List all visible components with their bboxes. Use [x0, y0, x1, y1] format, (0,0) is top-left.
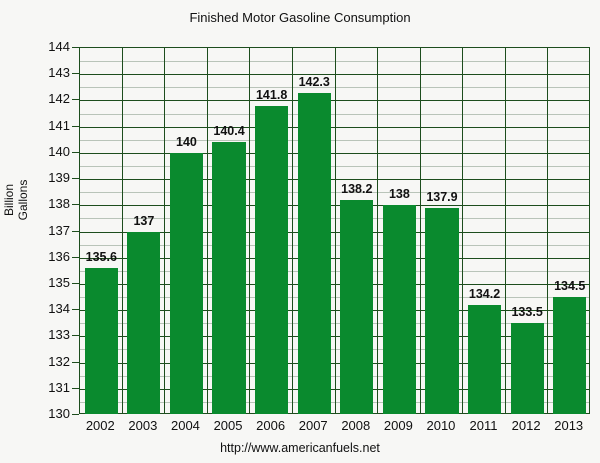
bar-2011 [467, 304, 502, 414]
x-tick-label: 2013 [554, 418, 584, 433]
x-tick-label: 2005 [213, 418, 243, 433]
bar-2012 [510, 323, 544, 414]
x-tick-label: 2008 [341, 418, 371, 433]
y-tick-label: 139 [48, 170, 70, 186]
bar-value-label: 138 [388, 187, 410, 202]
y-tick-mark [72, 361, 79, 363]
vertical-gridline [547, 48, 549, 413]
y-tick-label: 143 [48, 65, 70, 81]
x-tick-label: 2010 [426, 418, 456, 433]
y-tick-mark [72, 309, 79, 311]
y-tick-mark [72, 125, 79, 127]
y-tick-mark [72, 387, 79, 389]
y-tick-mark [72, 256, 79, 258]
bar-value-label: 137 [133, 213, 155, 228]
x-tick-label: 2003 [128, 418, 158, 433]
bar-value-label: 134.2 [468, 286, 501, 301]
x-tick-label: 2007 [298, 418, 328, 433]
y-axis-label: Billion Gallons [2, 170, 30, 230]
y-tick-mark [72, 204, 79, 206]
y-axis-label-line2: Gallons [16, 179, 30, 221]
vertical-gridline [419, 48, 421, 413]
chart-title: Finished Motor Gasoline Consumption [189, 10, 411, 25]
bar-2008 [340, 200, 374, 414]
bar-2004 [169, 152, 204, 414]
bar-2009 [382, 205, 416, 414]
bar-value-label: 138.2 [341, 182, 373, 197]
bar-2013 [553, 297, 587, 414]
y-tick-label: 140 [48, 143, 70, 159]
vertical-gridline [334, 48, 336, 413]
y-tick-label: 131 [48, 379, 70, 395]
vertical-gridline [121, 48, 123, 413]
x-tick-label: 2002 [85, 418, 115, 433]
y-tick-mark [72, 99, 79, 101]
y-tick-label: 136 [48, 248, 70, 264]
vertical-gridline [504, 48, 506, 413]
y-tick-label: 133 [48, 327, 70, 343]
bar-2007 [297, 92, 331, 414]
bar-value-label: 135.6 [85, 250, 117, 265]
y-tick-label: 130 [48, 406, 70, 421]
y-tick-mark [72, 335, 79, 337]
y-tick-label: 137 [48, 222, 70, 238]
bar-value-label: 141.8 [255, 87, 288, 102]
y-tick-mark [72, 47, 79, 48]
y-tick-mark [72, 178, 79, 180]
y-tick-label: 141 [48, 117, 70, 133]
source-url: http://www.americanfuels.net [220, 441, 380, 455]
vertical-gridline [249, 48, 251, 413]
vertical-gridline [206, 48, 208, 413]
y-tick-label: 132 [48, 353, 70, 369]
y-axis-label-line1: Billion [2, 184, 16, 217]
x-tick-label: 2011 [469, 418, 498, 433]
x-tick-label: 2012 [511, 418, 541, 433]
x-tick-label: 2006 [256, 418, 286, 433]
bar-value-label: 142.3 [298, 74, 330, 89]
vertical-gridline [377, 48, 379, 413]
bar-value-label: 137.9 [426, 189, 458, 204]
vertical-gridline [164, 48, 166, 413]
bar-value-label: 140.4 [213, 124, 245, 139]
y-tick-label: 142 [48, 91, 70, 107]
x-tick-label: 2004 [170, 418, 200, 433]
vertical-gridline [291, 48, 293, 413]
y-tick-label: 134 [48, 301, 70, 317]
bar-2006 [255, 105, 289, 414]
y-tick-mark [72, 414, 79, 415]
y-tick-mark [72, 230, 79, 232]
y-tick-label: 138 [48, 196, 70, 212]
plot-area: 135.6 137 140 140.4 141.8 142.3 138.2 138 137.9 1… [79, 47, 590, 414]
bar-2010 [425, 207, 459, 414]
vertical-gridline [462, 48, 464, 413]
x-tick-label: 2009 [383, 418, 413, 433]
bar-value-label: 140 [176, 134, 197, 149]
y-tick-mark [72, 151, 79, 153]
y-tick-mark [72, 73, 79, 75]
y-tick-label: 144 [48, 39, 70, 54]
bar-2002 [84, 268, 118, 414]
y-tick-label: 135 [48, 274, 70, 290]
bar-value-label: 133.5 [511, 305, 543, 320]
bar-value-label: 134.5 [554, 279, 586, 294]
bar-2003 [127, 231, 161, 414]
y-tick-mark [72, 282, 79, 284]
bar-2005 [212, 142, 246, 414]
